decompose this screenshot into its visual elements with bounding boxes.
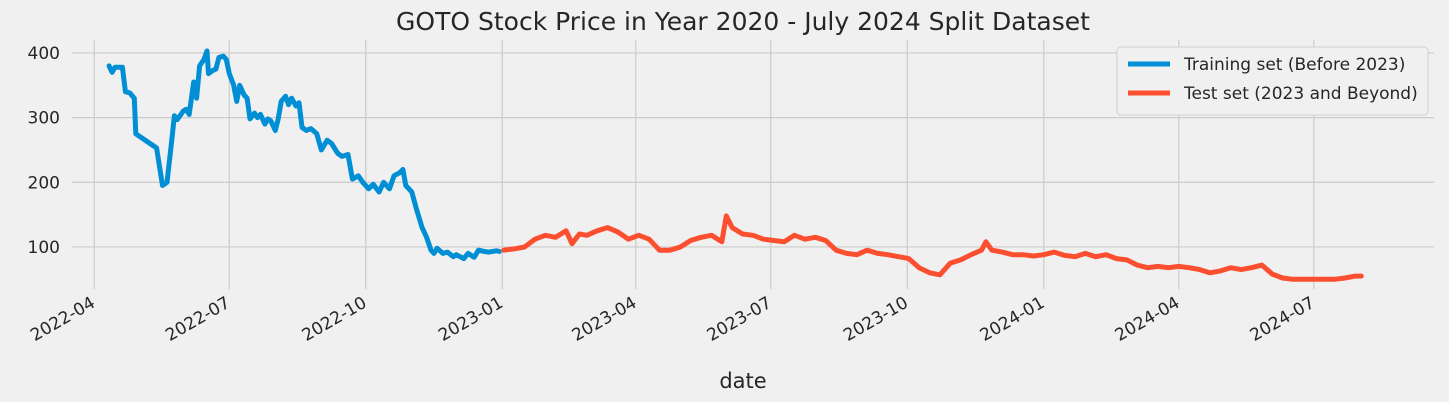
x-tick-label: 2022-10: [299, 293, 371, 346]
series-lines: [106, 48, 1364, 282]
x-tick-label: 2022-04: [27, 293, 99, 346]
chart-title: GOTO Stock Price in Year 2020 - July 202…: [396, 7, 1090, 36]
y-tick-label: 400: [28, 44, 60, 64]
y-tick-label: 200: [28, 173, 60, 193]
legend: Training set (Before 2023) Test set (202…: [1116, 46, 1429, 116]
x-tick-label: 2023-07: [704, 293, 776, 346]
x-tick-label: 2023-10: [840, 293, 912, 346]
x-axis-ticks: 2022-04 2022-07 2022-10 2023-01 2023-04 2023-…: [27, 293, 1318, 346]
x-tick-label: 2023-04: [569, 293, 641, 346]
x-tick-label: 2024-07: [1247, 293, 1319, 346]
legend-label-training: Training set (Before 2023): [1183, 55, 1405, 75]
y-tick-label: 100: [28, 238, 60, 258]
x-tick-label: 2024-01: [977, 293, 1049, 346]
series-line-1: [501, 213, 1364, 282]
legend-box: [1116, 46, 1429, 116]
x-tick-label: 2024-04: [1112, 293, 1184, 346]
series-line-0: [106, 48, 502, 262]
x-tick-label: 2023-01: [435, 293, 507, 346]
y-tick-label: 300: [28, 109, 60, 129]
x-axis-title: date: [719, 369, 766, 393]
y-axis-ticks: 100 200 300 400: [28, 44, 60, 258]
legend-label-test: Test set (2023 and Beyond): [1183, 84, 1418, 104]
x-tick-label: 2022-07: [162, 293, 234, 346]
